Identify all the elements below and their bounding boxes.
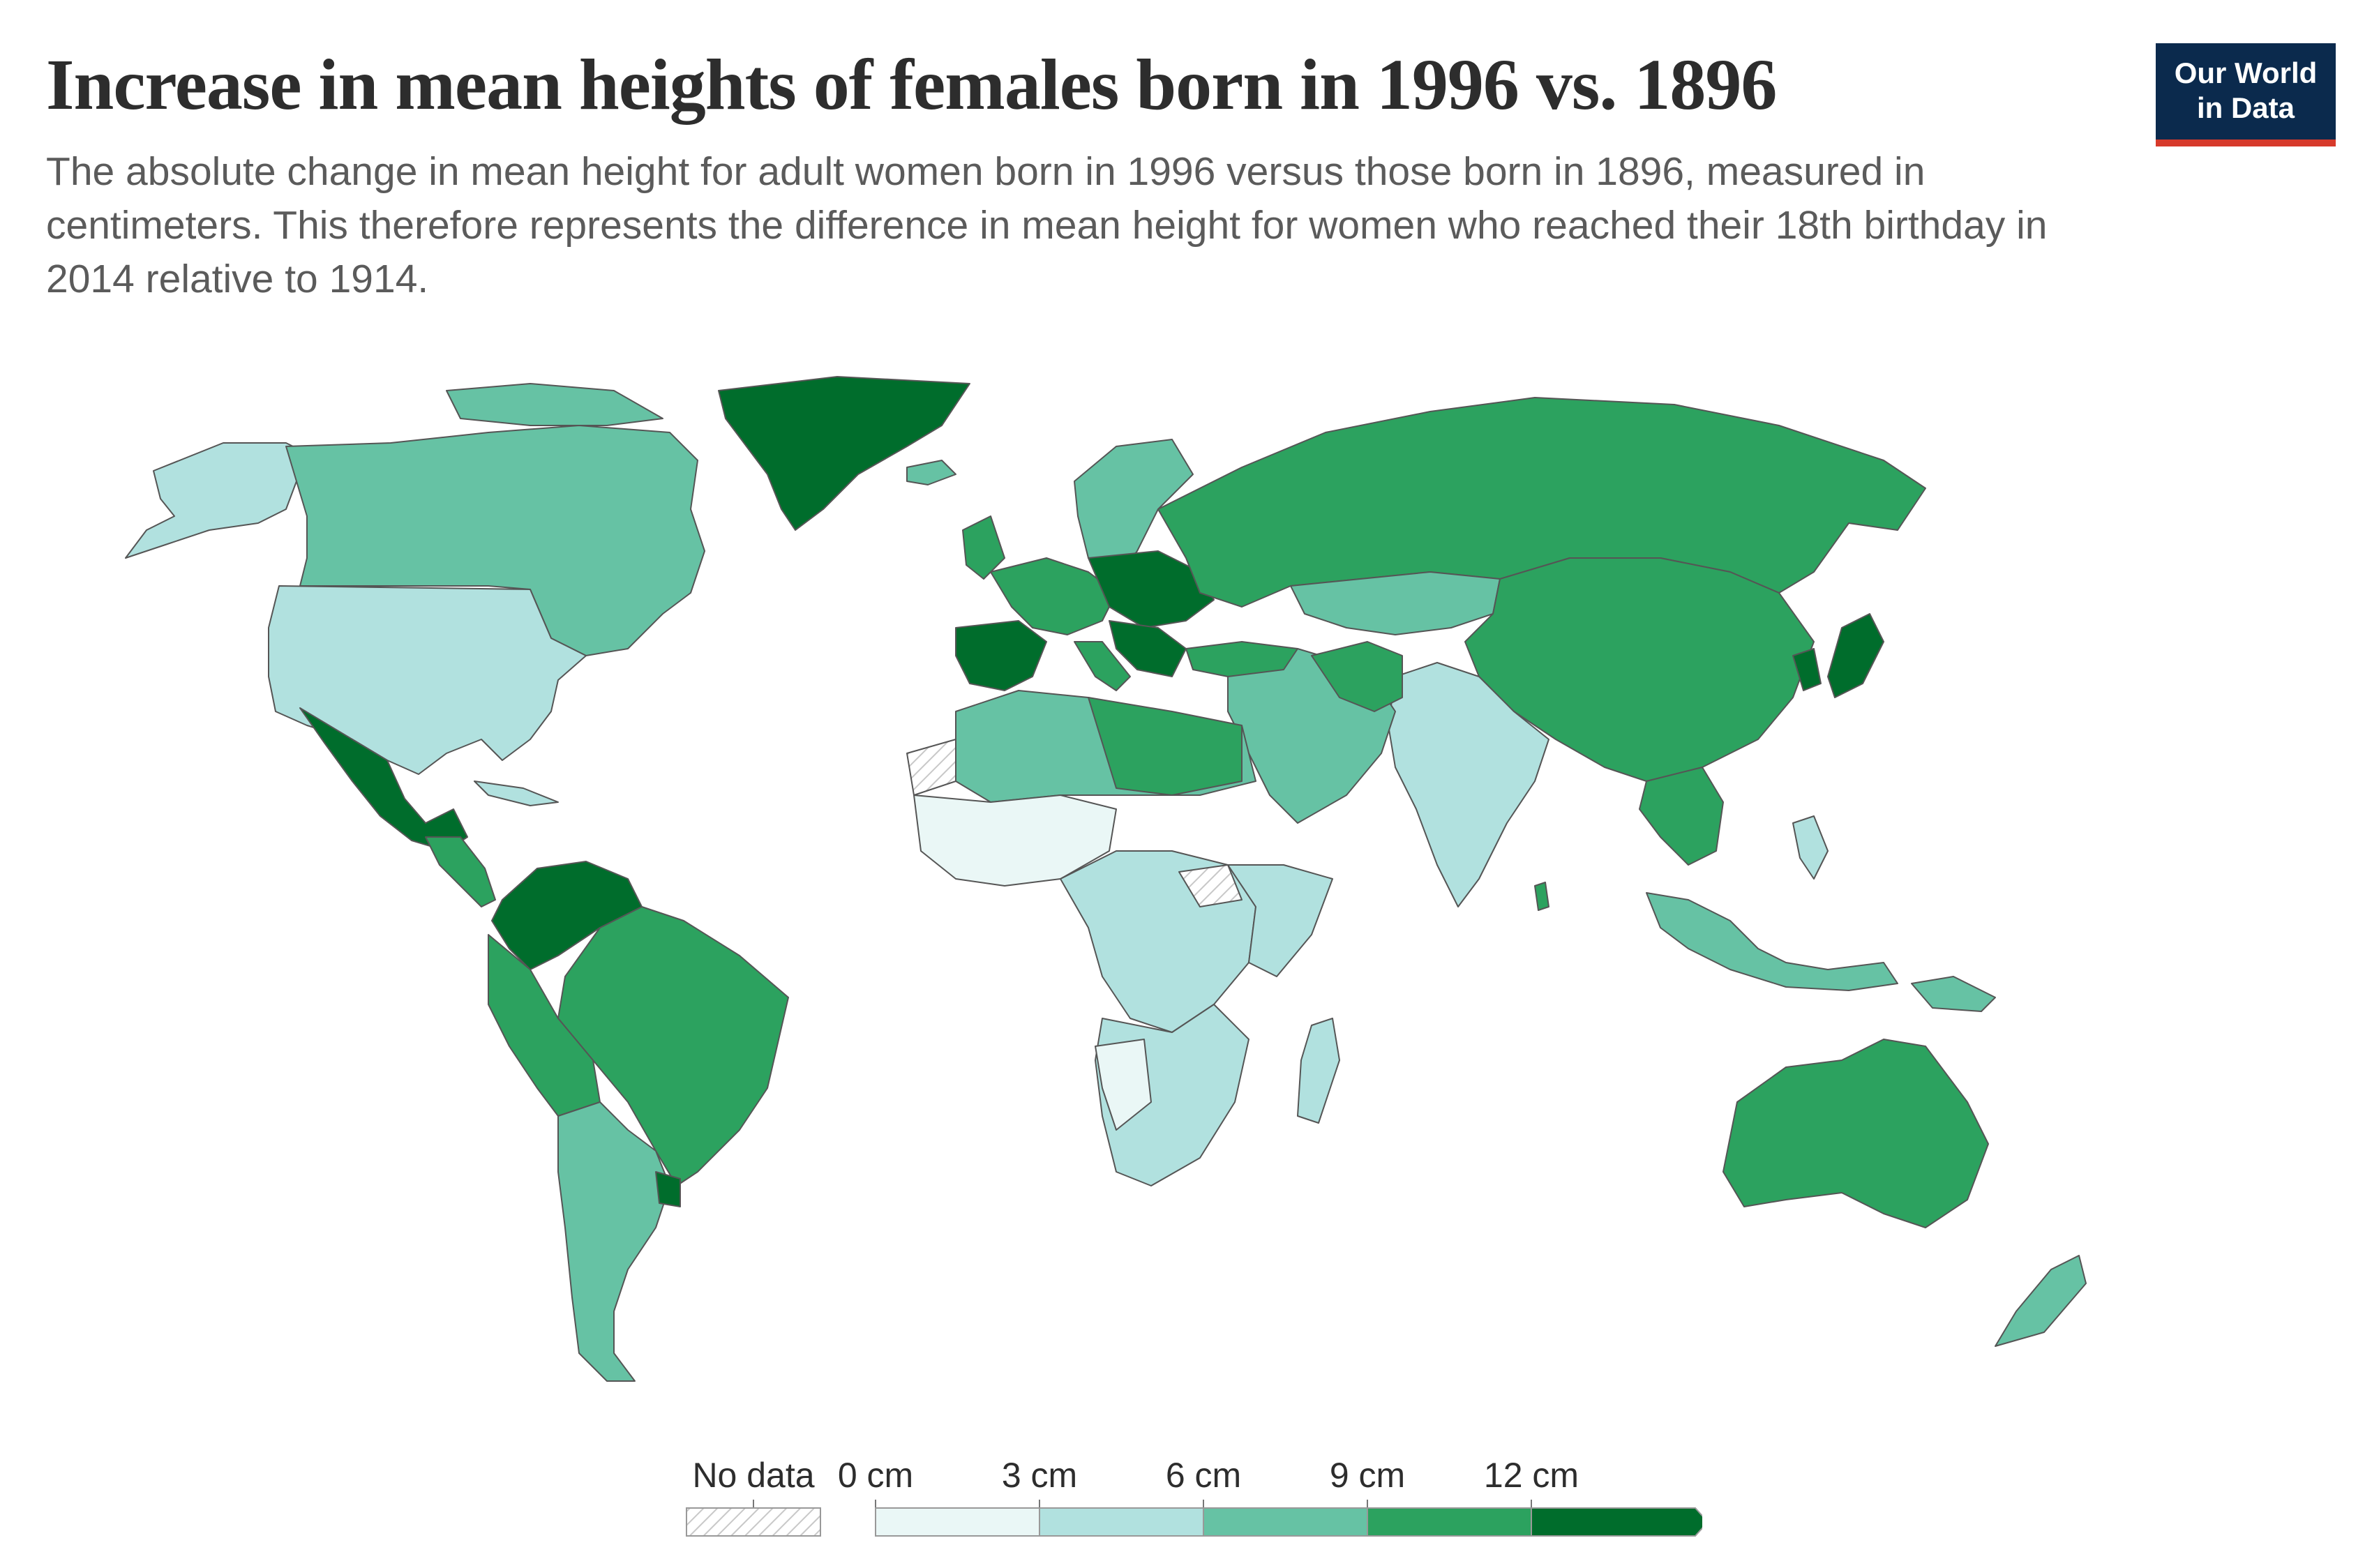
region-new-zealand[interactable]: [1995, 1255, 2087, 1347]
region-east-africa[interactable]: [1227, 864, 1333, 977]
region-libya-egypt[interactable]: [1088, 697, 1243, 796]
region-iceland[interactable]: [906, 460, 956, 485]
legend-swatch-4[interactable]: [1531, 1507, 1702, 1537]
region-alaska[interactable]: [125, 442, 308, 559]
legend-swatch-0[interactable]: [875, 1507, 1040, 1537]
region-madagascar[interactable]: [1297, 1018, 1340, 1124]
region-scandinavia[interactable]: [1074, 439, 1194, 580]
region-cuba[interactable]: [474, 781, 559, 806]
legend-swatch-1[interactable]: [1039, 1507, 1204, 1537]
region-papua[interactable]: [1911, 976, 1996, 1012]
region-western-europe[interactable]: [990, 557, 1117, 635]
region-philippines[interactable]: [1792, 815, 1829, 880]
region-namibia[interactable]: [1095, 1039, 1152, 1131]
region-uruguay[interactable]: [655, 1171, 681, 1207]
region-korea[interactable]: [1792, 648, 1822, 691]
region-iberia[interactable]: [955, 620, 1047, 691]
owid-logo[interactable]: Our World in Data: [2156, 43, 2336, 146]
region-argentina-chile[interactable]: [557, 1101, 670, 1382]
region-canada-arctic[interactable]: [446, 383, 663, 426]
logo-line-2: in Data: [2196, 91, 2295, 124]
region-mexico[interactable]: [299, 707, 468, 852]
region-south-sudan[interactable]: [1178, 864, 1243, 907]
region-japan[interactable]: [1827, 613, 1884, 698]
legend-label-9: 9 cm: [1329, 1456, 1406, 1495]
legend-label-6: 6 cm: [1165, 1456, 1242, 1495]
region-kazakhstan[interactable]: [1290, 571, 1501, 635]
region-iran[interactable]: [1311, 641, 1403, 712]
world-map: [125, 376, 2087, 1382]
legend-label-3: 3 cm: [1001, 1456, 1078, 1495]
region-greenland[interactable]: [718, 376, 970, 531]
region-india[interactable]: [1388, 662, 1549, 907]
legend-label-12: 12 cm: [1483, 1456, 1579, 1495]
region-balkans[interactable]: [1109, 620, 1187, 677]
region-turkey[interactable]: [1185, 641, 1298, 677]
chart-subtitle: The absolute change in mean height for a…: [46, 149, 2048, 301]
region-uk[interactable]: [962, 515, 1005, 580]
legend-swatch-no-data[interactable]: [686, 1507, 821, 1537]
region-west-africa[interactable]: [913, 794, 1117, 887]
legend-label-0: 0 cm: [837, 1456, 914, 1495]
region-russia[interactable]: [1157, 397, 1926, 608]
region-central-america[interactable]: [425, 836, 496, 907]
region-australia[interactable]: [1722, 1039, 1989, 1228]
region-italy[interactable]: [1074, 641, 1131, 691]
region-sri-lanka[interactable]: [1534, 882, 1549, 911]
color-legend: [686, 1500, 1702, 1537]
region-southeast-asia[interactable]: [1639, 767, 1724, 866]
legend-label-no-data: No data: [692, 1456, 815, 1495]
region-western-sahara[interactable]: [906, 739, 956, 796]
chart-title: Increase in mean heights of females born…: [46, 45, 1777, 125]
region-indonesia[interactable]: [1646, 892, 1898, 991]
logo-line-1: Our World: [2174, 56, 2318, 89]
region-central-europe[interactable]: [1088, 550, 1215, 628]
region-usa[interactable]: [268, 585, 587, 775]
legend-swatch-2[interactable]: [1203, 1507, 1368, 1537]
legend-swatch-3[interactable]: [1367, 1507, 1532, 1537]
